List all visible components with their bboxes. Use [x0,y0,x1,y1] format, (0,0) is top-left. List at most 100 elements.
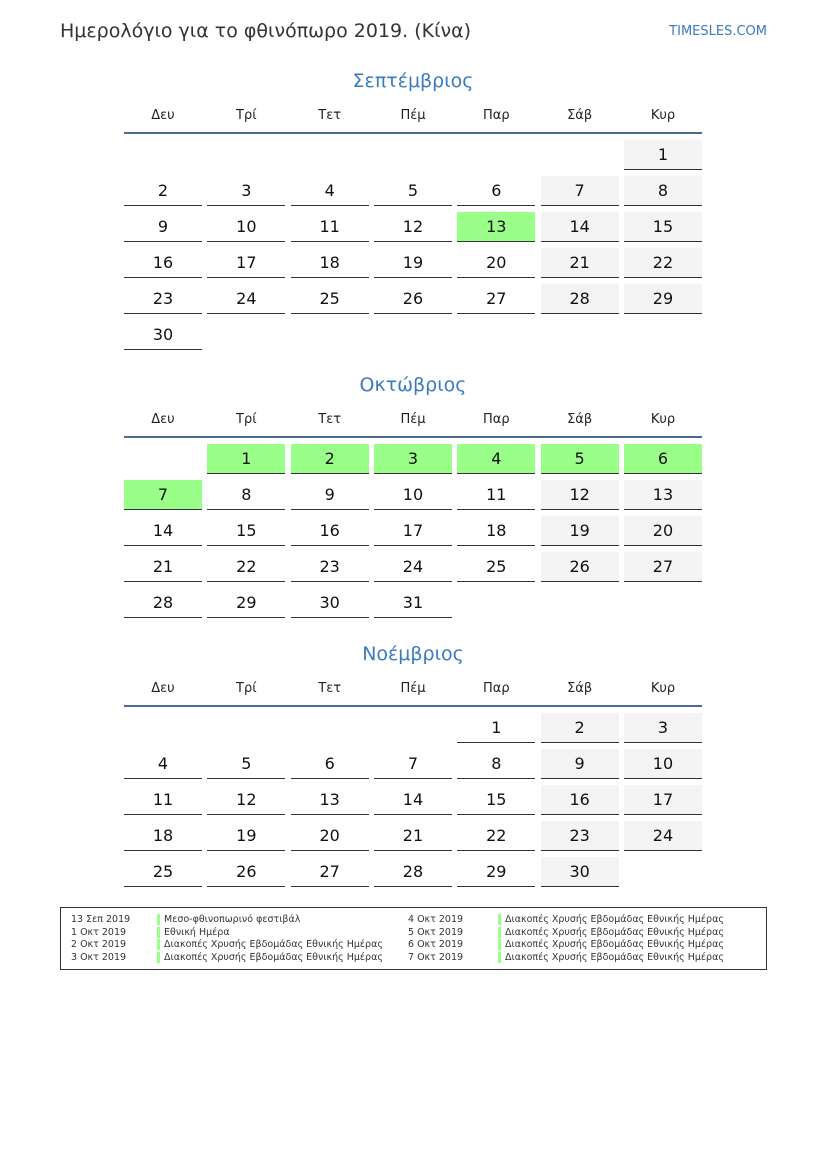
day-cell[interactable]: 30 [290,588,369,618]
day-cell[interactable]: 7 [540,176,619,206]
day-cell[interactable]: 9 [290,480,369,510]
empty-cell [457,588,535,617]
day-cell[interactable]: 21 [124,552,202,582]
day-cell[interactable]: 27 [623,552,702,582]
day-cell[interactable]: 13 [290,785,369,815]
day-cell[interactable]: 27 [290,857,369,887]
day-cell[interactable]: 16 [290,516,369,546]
day-cell[interactable]: 16 [124,248,202,278]
day-cell[interactable]: 16 [540,785,619,815]
day-cell[interactable]: 10 [623,749,702,779]
day-cell[interactable]: 10 [373,480,452,510]
day-cell[interactable]: 17 [373,516,452,546]
day-cell[interactable]: 30 [540,857,619,887]
weekday-label: Πέμ [400,108,426,123]
day-cell[interactable]: 20 [623,516,702,546]
day-cell[interactable]: 1 [623,140,702,170]
day-cell[interactable]: 2 [290,444,369,474]
day-cell[interactable]: 6 [623,444,702,474]
day-cell[interactable]: 20 [290,821,369,851]
day-cell[interactable]: 25 [290,284,369,314]
month-calendar: Νοέμβριος Δευ Τρί Τετ Πέμ Παρ Σάβ Κυρ 1 2 3 4 5 6 7 8 9 1… [124,643,702,887]
day-cell[interactable]: 28 [540,284,619,314]
weekday-label: Σάβ [567,108,593,123]
day-cell[interactable]: 14 [124,516,202,546]
week-row: 7 8 9 10 11 12 13 [124,480,702,510]
day-cell[interactable]: 4 [457,444,536,474]
day-cell[interactable]: 15 [457,785,536,815]
day-cell[interactable]: 19 [207,821,286,851]
day-cell[interactable]: 12 [373,212,452,242]
day-cell[interactable]: 29 [207,588,286,618]
day-cell[interactable]: 23 [290,552,369,582]
day-cell[interactable]: 13 [623,480,702,510]
day-cell[interactable]: 29 [623,284,702,314]
day-cell[interactable]: 12 [540,480,619,510]
day-cell[interactable]: 30 [124,320,202,350]
day-cell[interactable]: 14 [373,785,452,815]
day-cell[interactable]: 7 [124,480,202,510]
day-cell[interactable]: 15 [207,516,286,546]
day-cell[interactable]: 29 [457,857,536,887]
day-cell[interactable]: 2 [540,713,619,743]
legend-holiday-name: Διακοπές Χρυσής Εβδομάδας Εθνικής Ημέρας [164,951,383,963]
day-cell[interactable]: 17 [623,785,702,815]
day-cell[interactable]: 25 [124,857,202,887]
day-cell[interactable]: 20 [457,248,536,278]
day-cell[interactable]: 22 [623,248,702,278]
day-cell[interactable]: 22 [207,552,286,582]
day-cell[interactable]: 24 [373,552,452,582]
day-cell[interactable]: 26 [373,284,452,314]
day-cell[interactable]: 5 [207,749,286,779]
day-cell[interactable]: 27 [457,284,536,314]
day-cell[interactable]: 15 [623,212,702,242]
day-cell[interactable]: 28 [124,588,202,618]
day-cell[interactable]: 23 [540,821,619,851]
day-cell[interactable]: 1 [457,713,536,743]
day-cell[interactable]: 19 [373,248,452,278]
day-cell[interactable]: 8 [457,749,536,779]
day-cell[interactable]: 8 [207,480,286,510]
day-cell[interactable]: 17 [207,248,286,278]
day-cell[interactable]: 18 [124,821,202,851]
day-cell[interactable]: 6 [457,176,536,206]
day-cell[interactable]: 12 [207,785,286,815]
day-cell[interactable]: 9 [124,212,202,242]
day-cell[interactable]: 3 [623,713,702,743]
day-cell[interactable]: 5 [540,444,619,474]
day-cell[interactable]: 23 [124,284,202,314]
day-cell[interactable]: 24 [623,821,702,851]
day-cell[interactable]: 13 [457,212,536,242]
day-cell[interactable]: 22 [457,821,536,851]
day-cell[interactable]: 3 [207,176,286,206]
day-cell[interactable]: 4 [124,749,202,779]
day-cell[interactable]: 1 [207,444,286,474]
empty-cell [541,320,619,349]
day-cell[interactable]: 11 [290,212,369,242]
day-cell[interactable]: 6 [290,749,369,779]
day-cell[interactable]: 2 [124,176,202,206]
day-cell[interactable]: 28 [373,857,452,887]
day-cell[interactable]: 10 [207,212,286,242]
day-cell[interactable]: 4 [290,176,369,206]
day-cell[interactable]: 26 [207,857,286,887]
day-cell[interactable]: 14 [540,212,619,242]
day-cell[interactable]: 21 [540,248,619,278]
day-cell[interactable]: 18 [290,248,369,278]
weekday-header: Δευ Τρί Τετ Πέμ Παρ Σάβ Κυρ [124,679,702,707]
day-cell[interactable]: 25 [457,552,536,582]
day-cell[interactable]: 18 [457,516,536,546]
day-cell[interactable]: 3 [373,444,452,474]
day-cell[interactable]: 11 [124,785,202,815]
site-link[interactable]: TIMESLES.COM [669,24,767,39]
day-cell[interactable]: 5 [373,176,452,206]
day-cell[interactable]: 31 [373,588,452,618]
day-cell[interactable]: 8 [623,176,702,206]
day-cell[interactable]: 26 [540,552,619,582]
day-cell[interactable]: 9 [540,749,619,779]
day-cell[interactable]: 19 [540,516,619,546]
day-cell[interactable]: 11 [457,480,536,510]
day-cell[interactable]: 21 [373,821,452,851]
day-cell[interactable]: 24 [207,284,286,314]
day-cell[interactable]: 7 [373,749,452,779]
